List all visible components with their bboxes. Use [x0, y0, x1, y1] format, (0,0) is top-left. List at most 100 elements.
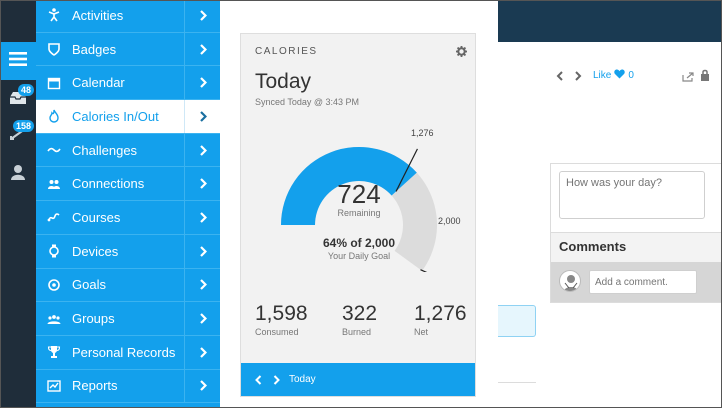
card-heading: Today: [255, 70, 312, 93]
nav-item-calories-in-out[interactable]: Calories In/Out: [36, 100, 220, 134]
next-day-icon[interactable]: [269, 374, 283, 385]
report-icon: [36, 379, 72, 393]
nav-item-label: Courses: [72, 209, 121, 225]
nav-item-activities[interactable]: Activities: [36, 0, 220, 33]
nav-item-label: Personal Records: [72, 344, 176, 360]
nav-item-reports[interactable]: Reports: [36, 369, 220, 404]
goal-percent: 64% of 2,000: [322, 236, 396, 250]
add-comment-input[interactable]: [589, 270, 697, 294]
badge-icon: [36, 42, 72, 56]
burned-value: 322: [342, 302, 378, 325]
gauge-label-goal: 2,000: [438, 216, 461, 226]
chevron-right-icon: [184, 335, 220, 369]
challenge-icon: [36, 143, 72, 157]
like-label: Like: [593, 70, 612, 81]
consumed-value: 1,598: [255, 302, 308, 325]
chevron-right-icon: [184, 167, 220, 201]
chevron-right-icon: [184, 133, 220, 167]
remaining-label: Remaining: [337, 208, 381, 218]
gauge-fill: [281, 147, 417, 225]
nav-item-label: Calories In/Out: [72, 108, 159, 124]
comments-heading: Comments: [551, 232, 721, 262]
nav-item-label: Groups: [72, 311, 115, 327]
nav-item-devices[interactable]: Devices: [36, 234, 220, 269]
mood-input[interactable]: [559, 171, 705, 219]
avatar: [559, 270, 581, 292]
chevron-right-icon: [184, 0, 220, 32]
nav-item-label: Challenges: [72, 142, 138, 158]
stat-consumed: 1,598 Consumed: [255, 302, 308, 337]
watch-icon: [36, 244, 72, 258]
nav-item-groups[interactable]: Groups: [36, 302, 220, 336]
chevron-right-icon: [184, 234, 220, 268]
remaining-value: 724: [337, 179, 381, 209]
connections-count-badge: 158: [12, 120, 34, 132]
people-icon: [36, 177, 72, 191]
trophy-icon: [36, 345, 72, 359]
runner-icon: [36, 8, 72, 22]
profile-button[interactable]: [0, 156, 36, 192]
card-title: CALORIES: [255, 46, 318, 57]
like-count: 0: [628, 70, 634, 81]
card-footer: Today: [241, 363, 475, 396]
navigation-menu: Activities Badges Calendar Calories In/Out C…: [36, 0, 220, 408]
chevron-right-icon: [184, 302, 220, 335]
user-icon: [10, 164, 26, 185]
chevron-right-icon: [184, 268, 220, 302]
comment-panel: Comments: [550, 163, 722, 303]
nav-item-label: Devices: [72, 243, 119, 259]
goal-label: Your Daily Goal: [327, 251, 391, 261]
courses-icon: [36, 210, 72, 224]
chevron-right-icon: [184, 100, 220, 133]
calories-card: CALORIES Today Synced Today @ 3:43 PM 1,…: [240, 33, 476, 397]
nav-item-connections[interactable]: Connections: [36, 167, 220, 202]
stat-net: 1,276 Net: [414, 302, 467, 337]
flame-icon: [36, 109, 72, 124]
nav-item-label: Goals: [72, 277, 106, 293]
connections-button[interactable]: 158: [0, 118, 36, 154]
nav-item-label: Activities: [72, 7, 124, 23]
chevron-right-icon: [184, 66, 220, 100]
comment-row: [551, 262, 721, 302]
nav-item-label: Badges: [72, 41, 117, 57]
consumed-label: Consumed: [255, 327, 299, 337]
next-arrow-icon[interactable]: [574, 68, 582, 86]
highlighted-box[interactable]: [498, 305, 536, 337]
nav-item-goals[interactable]: Goals: [36, 268, 220, 303]
nav-item-personal-records[interactable]: Personal Records: [36, 335, 220, 370]
prev-day-icon[interactable]: [251, 374, 265, 385]
nav-item-label: Connections: [72, 176, 145, 192]
inbox-count-badge: 48: [17, 84, 34, 96]
sync-status: Synced Today @ 3:43 PM: [255, 97, 360, 107]
calorie-gauge: [281, 147, 437, 272]
prev-arrow-icon[interactable]: [556, 68, 564, 86]
chevron-right-icon: [184, 32, 220, 66]
pager: [556, 68, 582, 86]
inbox-button[interactable]: 48: [0, 82, 36, 118]
nav-item-challenges[interactable]: Challenges: [36, 133, 220, 168]
target-icon: [36, 278, 72, 292]
gauge-label-net: 1,276: [411, 128, 434, 138]
menu-button[interactable]: [0, 42, 42, 80]
gauge-marker-goal: [420, 269, 428, 272]
net-value: 1,276: [414, 302, 467, 325]
nav-item-courses[interactable]: Courses: [36, 201, 220, 235]
share-icon[interactable]: [682, 69, 694, 87]
calendar-icon: [36, 76, 72, 90]
like-button[interactable]: Like 0: [593, 69, 634, 82]
hamburger-icon: [9, 51, 27, 71]
nav-item-calendar[interactable]: Calendar: [36, 66, 220, 101]
lock-icon[interactable]: [700, 68, 710, 86]
net-label: Net: [414, 327, 429, 337]
icon-rail: 48 158: [0, 0, 42, 408]
group-icon: [36, 312, 72, 326]
nav-item-badges[interactable]: Badges: [36, 32, 220, 67]
gear-icon[interactable]: [456, 44, 467, 62]
gauge-marker-net: [395, 148, 418, 192]
divider: [498, 382, 536, 383]
chevron-right-icon: [184, 201, 220, 234]
footer-day-label: Today: [289, 374, 316, 385]
heart-icon: [614, 69, 626, 82]
chevron-right-icon: [184, 369, 220, 403]
nav-item-label: Calendar: [72, 75, 125, 91]
